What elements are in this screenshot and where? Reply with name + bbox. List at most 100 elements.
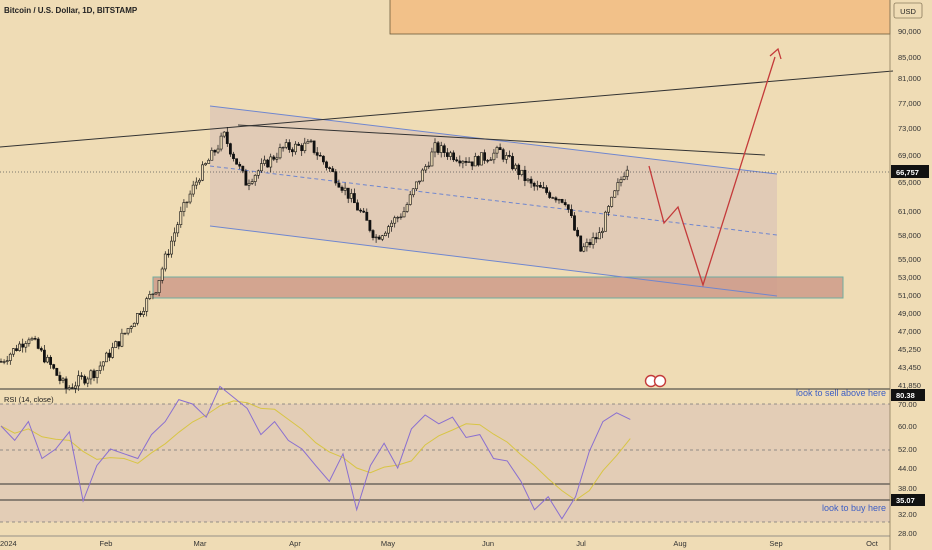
candle — [576, 229, 580, 237]
candle — [613, 190, 617, 198]
candle — [365, 211, 369, 221]
candle — [101, 361, 105, 367]
time-label: Jun — [482, 539, 494, 548]
candle — [266, 159, 270, 168]
candle — [303, 142, 307, 152]
candle — [170, 240, 173, 255]
candle — [105, 352, 108, 363]
candle — [142, 311, 146, 315]
candle — [204, 163, 208, 166]
candle — [349, 193, 353, 199]
last-price-badge: 66,757 — [891, 165, 929, 178]
time-label: Aug — [673, 539, 686, 548]
flag-icon — [644, 374, 667, 388]
candle — [2, 361, 6, 363]
candle — [399, 216, 403, 218]
candle — [616, 182, 620, 192]
candle — [418, 180, 421, 183]
candle — [588, 242, 592, 245]
candle — [321, 155, 325, 163]
candle — [520, 169, 524, 175]
currency-button[interactable]: USD — [893, 2, 923, 19]
candle — [340, 186, 344, 191]
candle — [476, 156, 480, 166]
chart-title: Bitcoin / U.S. Dollar, 1D, BITSTAMP — [4, 6, 138, 15]
time-label: May — [381, 539, 395, 548]
rsi-axis[interactable]: 70.00 60.00 52.00 44.00 38.00 32.00 28.0… — [898, 400, 917, 538]
candle — [473, 156, 477, 167]
candle — [504, 155, 508, 160]
candle — [188, 193, 192, 203]
candle — [569, 209, 573, 217]
candle — [427, 165, 431, 168]
candle — [272, 156, 276, 160]
time-label: Mar — [194, 539, 207, 548]
rsi-tick: 70.00 — [898, 400, 917, 409]
rsi-title: RSI (14, close) — [4, 395, 54, 404]
last-price-label: 66,757 — [896, 168, 919, 177]
candle — [535, 185, 539, 187]
candle — [387, 226, 390, 234]
candle — [579, 235, 583, 252]
candle — [247, 183, 251, 186]
candle — [250, 181, 254, 184]
candle — [185, 201, 189, 204]
time-axis[interactable]: 2024 Feb Mar Apr May Jun Jul Aug Sep Oct — [0, 539, 879, 548]
price-tick: 90,000 — [898, 27, 921, 36]
candle — [529, 178, 533, 184]
candle — [371, 230, 375, 238]
candle — [77, 375, 80, 387]
candle — [157, 280, 161, 293]
candle — [256, 170, 260, 176]
support-zone — [152, 276, 844, 299]
candle — [436, 142, 440, 153]
buy-note: look to buy here — [822, 503, 886, 513]
candle — [554, 197, 558, 201]
candle — [191, 184, 195, 195]
candle — [114, 341, 118, 348]
rsi-tick: 52.00 — [898, 445, 917, 454]
price-axis[interactable]: 90,000 85,000 81,000 77,000 73,000 69,00… — [898, 27, 921, 390]
candle — [597, 232, 601, 240]
candle — [167, 253, 170, 256]
candle — [253, 174, 257, 182]
time-label: Oct — [866, 539, 879, 548]
rsi-tick: 32.00 — [898, 510, 917, 519]
candle — [464, 160, 468, 163]
candle — [393, 217, 397, 224]
candle — [46, 356, 49, 363]
candle — [480, 152, 483, 166]
candle — [89, 370, 93, 380]
price-tick: 45,250 — [898, 345, 921, 354]
candle — [225, 131, 229, 144]
candle — [352, 193, 356, 204]
candle — [39, 348, 43, 351]
candle — [622, 176, 626, 180]
candle — [517, 164, 521, 175]
candle — [207, 159, 211, 164]
candle — [229, 143, 232, 155]
candle — [433, 142, 437, 153]
price-tick: 41,850 — [898, 381, 921, 390]
candle — [511, 156, 514, 170]
candle — [33, 338, 37, 340]
candle — [129, 326, 133, 329]
candle — [334, 171, 338, 184]
candle — [411, 188, 415, 196]
rsi-lower-label: 35.07 — [896, 496, 915, 505]
projection-path — [648, 56, 776, 288]
rsi-tick: 38.00 — [898, 484, 917, 493]
candle — [294, 143, 297, 153]
candle — [452, 152, 456, 161]
price-tick: 51,000 — [898, 291, 921, 300]
price-tick: 49,000 — [898, 309, 921, 318]
candle — [421, 169, 425, 182]
candle — [538, 185, 542, 188]
candle — [467, 161, 471, 163]
candle — [61, 378, 65, 381]
candle — [18, 343, 22, 351]
projection-arrowhead — [769, 47, 782, 60]
candle — [290, 149, 294, 153]
candle — [160, 268, 164, 281]
candle — [359, 209, 363, 212]
